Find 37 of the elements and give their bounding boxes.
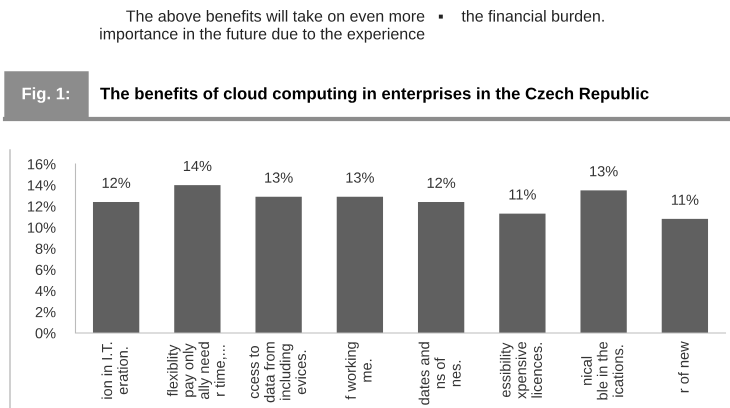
x-tick-label: r of new <box>678 341 689 392</box>
y-tick-label: 2% <box>36 306 56 318</box>
bar <box>580 190 627 333</box>
x-tick-label: ion in I.T. eration. <box>101 342 128 399</box>
y-tick-label: 0% <box>36 328 56 338</box>
x-tick-label: ccess to data from including evices. <box>249 342 306 402</box>
text: The above benefits will take on even more importance in the future due to the experience <box>100 10 424 43</box>
bar <box>662 218 708 333</box>
data-label: 13% <box>265 172 293 183</box>
y-tick-label: 8% <box>36 244 56 254</box>
y-tick-label: 10% <box>28 222 56 233</box>
y-tick-label: 14% <box>28 180 56 190</box>
data-label: 13% <box>346 172 374 183</box>
data-label: 14% <box>184 160 212 172</box>
bar <box>174 185 221 333</box>
bar <box>418 202 464 333</box>
x-tick-label: nical ble in the ications. <box>581 342 624 400</box>
y-tick-label: 16% <box>28 159 56 170</box>
data-label: 12% <box>102 178 130 188</box>
chart-subtitle: Fig. 1: <box>22 87 69 103</box>
y-tick-label: 6% <box>36 264 56 276</box>
x-tick-label: dates and ns of nes. <box>418 342 461 405</box>
data-label: 11% <box>672 194 698 205</box>
bar <box>336 196 384 333</box>
y-tick-label: 4% <box>35 286 56 296</box>
bar <box>255 196 302 333</box>
chart-title: The benefits of cloud computing in enterprises in the Czech Republic <box>100 87 649 103</box>
x-tick-label: f working me. <box>345 342 372 400</box>
bar <box>92 202 140 333</box>
data-label: 13% <box>590 166 618 176</box>
bar <box>499 214 546 333</box>
x-tick-label: essibility xpensive licences. <box>500 342 542 399</box>
data-label: 12% <box>428 178 456 188</box>
text: ▪ the financial burden. <box>438 10 604 22</box>
data-label: 11% <box>509 189 536 200</box>
y-tick-label: 12% <box>28 201 56 212</box>
x-tick-label: flexiblity pay only ally need r time,... <box>167 342 227 400</box>
